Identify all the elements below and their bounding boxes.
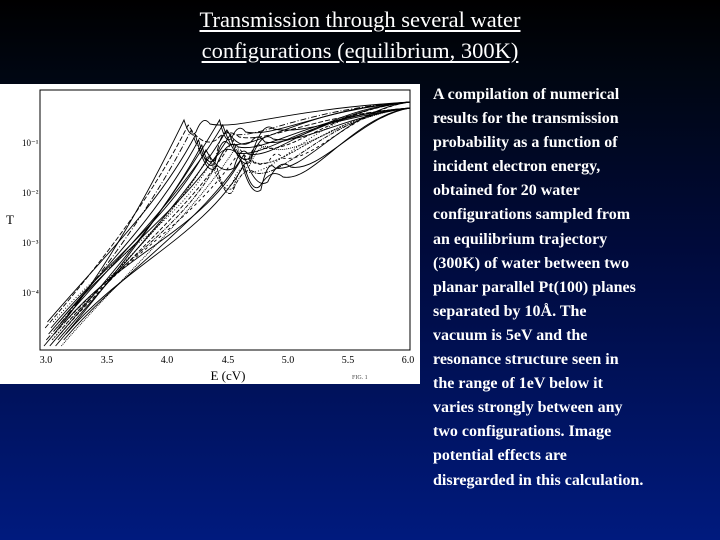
plot-frame — [39, 89, 411, 351]
slide-title-line-1: Transmission through several water — [199, 7, 521, 32]
slide-title: Transmission through several water confi… — [0, 4, 720, 66]
caption-line: probability as a function of — [433, 134, 618, 152]
caption-line: varies strongly between any — [433, 399, 623, 417]
x-tick-label: 3.0 — [40, 355, 53, 366]
caption-line: (300K) of water between two — [433, 254, 630, 272]
transmission-curve — [63, 107, 411, 341]
y-tick-label: 10⁻² — [22, 188, 39, 198]
transmission-figure: T 10⁻¹ 10⁻² 10⁻³ 10⁻⁴ 3.0 3.5 4.0 4.5 5.… — [0, 84, 420, 384]
caption-line: planar parallel Pt(100) planes — [433, 278, 636, 296]
caption-line: potential effects are — [433, 447, 567, 465]
caption-line: incident electron energy, — [433, 158, 601, 176]
y-tick-label: 10⁻⁴ — [22, 288, 39, 298]
transmission-curve — [50, 101, 411, 329]
x-tick-label: 5.5 — [342, 355, 355, 366]
transmission-curve — [48, 101, 411, 335]
caption-line: configurations sampled from — [433, 206, 631, 224]
caption-line: resonance structure seen in — [433, 351, 619, 369]
transmission-curve — [57, 101, 411, 341]
caption-line: results for the transmission — [433, 110, 619, 128]
transmission-curve — [45, 101, 411, 341]
transmission-curve — [43, 101, 411, 347]
transmission-curve — [58, 107, 411, 323]
x-tick-label: 3.5 — [101, 355, 114, 366]
x-tick-label: 4.0 — [161, 355, 174, 366]
caption-line: the range of 1eV below it — [433, 375, 603, 393]
caption-line: two configurations. Image — [433, 423, 612, 441]
caption-line: disregarded in this calculation. — [433, 471, 644, 489]
x-axis-label: E (cV) — [210, 368, 245, 383]
transmission-plot: T 10⁻¹ 10⁻² 10⁻³ 10⁻⁴ 3.0 3.5 4.0 4.5 5.… — [6, 89, 415, 383]
transmission-curve — [54, 107, 411, 335]
x-tick-label: 5.0 — [282, 355, 295, 366]
transmission-curve — [62, 101, 411, 329]
x-tick-label: 6.0 — [402, 355, 415, 366]
transmission-curve — [55, 101, 411, 347]
caption-line: an equilibrium trajectory — [433, 230, 608, 248]
figure-footnote: FIG. 1 — [352, 375, 368, 381]
slide-title-line-2: configurations (equilibrium, 300K) — [201, 38, 519, 63]
transmission-curve — [59, 101, 411, 335]
transmission-curve — [64, 101, 411, 323]
caption-line: vacuum is 5eV and the — [433, 326, 588, 344]
y-tick-label: 10⁻¹ — [22, 138, 39, 148]
transmission-curve — [52, 101, 411, 323]
y-tick-label: 10⁻³ — [22, 238, 39, 248]
transmission-curves — [43, 101, 411, 347]
caption-line: A compilation of numerical — [433, 86, 620, 103]
caption-line: separated by 10Å. The — [433, 302, 587, 320]
transmission-curve — [44, 107, 411, 329]
y-axis-label: T — [6, 212, 14, 227]
caption-text: A compilation of numerical results for t… — [433, 83, 715, 493]
transmission-curve — [61, 107, 411, 347]
transmission-curve — [56, 107, 411, 329]
transmission-curve — [51, 107, 411, 341]
transmission-curve — [65, 107, 411, 335]
x-tick-label: 4.5 — [222, 355, 235, 366]
transmission-curve — [47, 107, 411, 323]
caption-line: obtained for 20 water — [433, 182, 580, 200]
